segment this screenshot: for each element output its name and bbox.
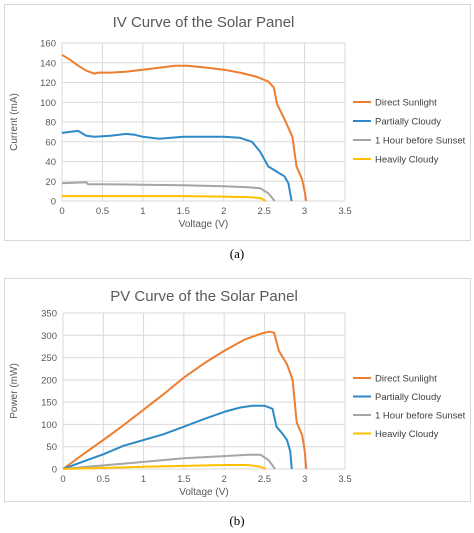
iv-ytick-label: 100 <box>40 98 56 109</box>
iv-ytick-label: 160 <box>40 39 56 50</box>
pv-xtick-label: 3.5 <box>338 474 351 485</box>
pv-legend-label-1-hour-before-sunset: 1 Hour before Sunset <box>375 411 466 422</box>
iv-ytick-label: 60 <box>45 137 56 148</box>
pv-y-axis-label: Power (mW) <box>9 363 20 419</box>
pv-title: PV Curve of the Solar Panel <box>110 288 298 305</box>
iv-ytick-label: 140 <box>40 58 56 69</box>
iv-xtick-label: 2.5 <box>258 206 271 217</box>
pv-chart-panel: PV Curve of the Solar Panel 0 50 100 150 200 2… <box>4 278 471 502</box>
pv-legend-label-direct-sunlight: Direct Sunlight <box>375 374 437 385</box>
pv-legend-label-partially-cloudy: Partially Cloudy <box>375 392 441 403</box>
iv-xtick-label: 0.5 <box>96 206 109 217</box>
iv-xtick-label: 2 <box>221 206 226 217</box>
pv-series-line-1-hour-before-sunset <box>62 453 276 470</box>
iv-xtick-label: 1.5 <box>177 206 190 217</box>
pv-xtick-label: 1.5 <box>177 474 190 485</box>
pv-legend-label-heavily-cloudy: Heavily Cloudy <box>375 429 439 440</box>
pv-ytick-label: 100 <box>41 420 57 431</box>
pv-series-line-heavily-cloudy <box>62 464 267 470</box>
pv-xtick-label: 0 <box>60 474 65 485</box>
pv-xtick-label: 3 <box>302 474 307 485</box>
iv-title: IV Curve of the Solar Panel <box>113 14 295 31</box>
iv-x-axis-label: Voltage (V) <box>179 219 228 230</box>
pv-ytick-label: 50 <box>46 442 57 453</box>
caption-a: (a) <box>229 246 245 261</box>
pv-chart: PV Curve of the Solar Panel 0 50 100 150 200 2… <box>9 288 466 498</box>
pv-series-line-partially-cloudy <box>62 404 293 470</box>
iv-legend-label-1-hour-before-sunset: 1 Hour before Sunset <box>375 136 466 147</box>
pv-series-line-direct-sunlight <box>62 330 308 470</box>
pv-ytick-label: 300 <box>41 331 57 342</box>
iv-ytick-label: 20 <box>45 177 56 188</box>
pv-xtick-label: 1 <box>141 474 146 485</box>
pv-xtick-label: 0.5 <box>97 474 110 485</box>
iv-series-line-partially-cloudy <box>61 129 293 202</box>
iv-ytick-label: 0 <box>51 197 56 208</box>
iv-ytick-label: 40 <box>45 157 56 168</box>
iv-xtick-label: 3.5 <box>338 206 351 217</box>
iv-xtick-label: 3 <box>302 206 307 217</box>
pv-xtick-label: 2.5 <box>258 474 271 485</box>
iv-ytick-label: 120 <box>40 78 56 89</box>
iv-legend-label-partially-cloudy: Partially Cloudy <box>375 117 441 128</box>
pv-xtick-label: 2 <box>221 474 226 485</box>
iv-ytick-label: 80 <box>45 118 56 129</box>
pv-ytick-label: 0 <box>52 465 57 476</box>
pv-x-axis-label: Voltage (V) <box>179 487 228 498</box>
iv-series-line-heavily-cloudy <box>62 195 267 202</box>
iv-y-axis-label: Current (mA) <box>9 93 20 151</box>
caption-b: (b) <box>229 513 245 528</box>
pv-ytick-label: 200 <box>41 375 57 386</box>
iv-series-line-direct-sunlight <box>61 53 308 202</box>
pv-ytick-label: 150 <box>41 398 57 409</box>
iv-legend-label-heavily-cloudy: Heavily Cloudy <box>375 155 439 166</box>
pv-ytick-label: 350 <box>41 309 57 320</box>
iv-chart-panel: IV Curve of the Solar Panel 0 20 40 60 80 100 1… <box>4 4 471 241</box>
iv-chart: IV Curve of the Solar Panel0204060801001… <box>9 14 466 230</box>
iv-xtick-label: 1 <box>140 206 145 217</box>
pv-ytick-label: 250 <box>41 353 57 364</box>
iv-xtick-label: 0 <box>59 206 64 217</box>
iv-series-line-1-hour-before-sunset <box>61 181 276 202</box>
iv-legend-label-direct-sunlight: Direct Sunlight <box>375 98 437 109</box>
